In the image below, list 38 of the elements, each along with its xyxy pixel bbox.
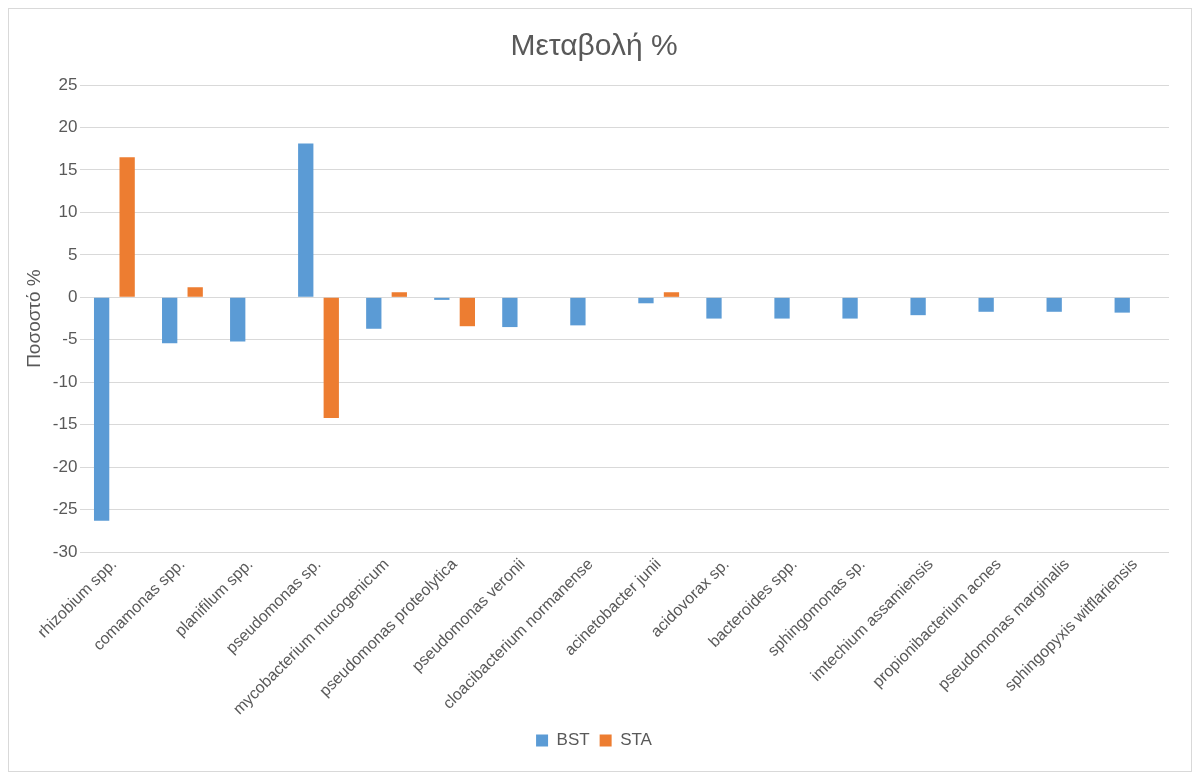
bar: [434, 297, 450, 300]
bar: [366, 297, 382, 329]
bar: [774, 297, 790, 319]
bar: [1046, 297, 1062, 312]
y-tick-label: -30: [52, 541, 78, 561]
bar: [842, 297, 858, 319]
y-tick-label: 5: [67, 244, 78, 264]
bar: [570, 297, 586, 326]
y-tick-label: 15: [58, 159, 78, 179]
chart-title: Μεταβολή %: [510, 28, 678, 62]
bar: [323, 297, 339, 418]
bar: [298, 143, 314, 297]
bar: [663, 292, 680, 297]
bar: [910, 297, 926, 316]
legend-label: BST: [556, 730, 590, 750]
bar: [230, 297, 246, 342]
bar: [638, 297, 654, 304]
y-tick-label: 25: [58, 74, 78, 94]
y-tick-label: -10: [52, 371, 78, 391]
y-tick-label: -5: [62, 329, 78, 349]
bar: [706, 297, 722, 319]
bar: [502, 297, 518, 328]
bar: [1114, 297, 1130, 313]
bar: [459, 297, 475, 327]
y-tick-label: -20: [52, 456, 78, 476]
bar: [162, 297, 178, 344]
y-tick-label: -15: [52, 414, 78, 434]
y-axis-title: Ποσοστό %: [22, 269, 44, 368]
bar: [391, 292, 407, 297]
bar: [978, 297, 994, 312]
bar: [119, 157, 135, 297]
y-tick-label: -25: [52, 499, 78, 519]
y-tick-label: 0: [67, 287, 78, 307]
bar: [93, 297, 110, 521]
bar: [187, 287, 203, 297]
legend-label: STA: [620, 730, 653, 750]
y-tick-label: 20: [58, 117, 78, 137]
y-tick-label: 10: [58, 202, 78, 222]
